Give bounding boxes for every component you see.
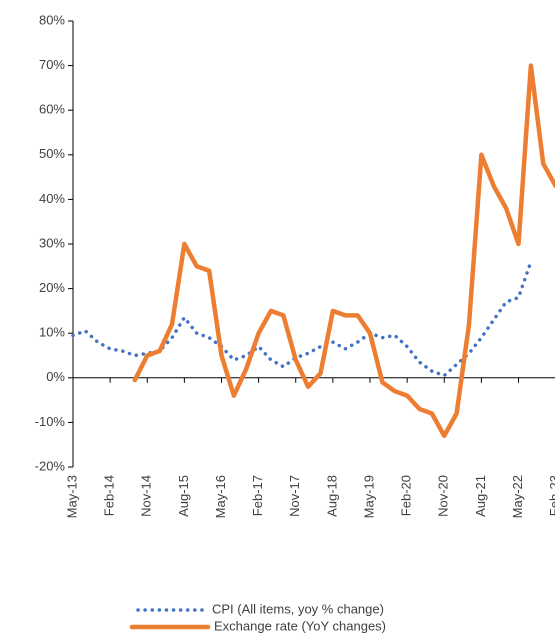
legend-label: CPI (All items, yoy % change) [212,601,384,616]
y-tick-label: 50% [39,146,65,161]
y-tick-label: 30% [39,235,65,250]
x-tick-label: May-13 [64,475,79,518]
series-line [132,63,555,439]
y-tick-label: 70% [39,57,65,72]
y-tick-label: 0% [46,369,65,384]
y-tick-label: -10% [35,414,66,429]
x-tick-label: Feb-20 [399,475,414,516]
x-tick-label: Aug-21 [473,475,488,517]
x-tick-label: Aug-18 [324,475,339,517]
x-tick-label: Aug-15 [176,475,191,517]
y-tick-label: 10% [39,325,65,340]
legend-label: Exchange rate (YoY changes) [214,618,386,633]
x-tick-label: Nov-14 [139,475,154,517]
x-tick-label: Feb-17 [250,475,265,516]
x-tick-label: Nov-20 [436,475,451,517]
y-tick-label: -20% [35,458,66,473]
x-tick-label: May-19 [361,475,376,518]
y-tick-label: 60% [39,102,65,117]
y-tick-label: 40% [39,191,65,206]
x-tick-label: May-22 [510,475,525,518]
x-tick-label: Feb-23 [547,475,555,516]
x-tick-label: Nov-17 [287,475,302,517]
x-tick-label: May-16 [213,475,228,518]
y-tick-label: 80% [39,12,65,27]
x-tick-label: Feb-14 [102,475,117,516]
y-tick-label: 20% [39,280,65,295]
